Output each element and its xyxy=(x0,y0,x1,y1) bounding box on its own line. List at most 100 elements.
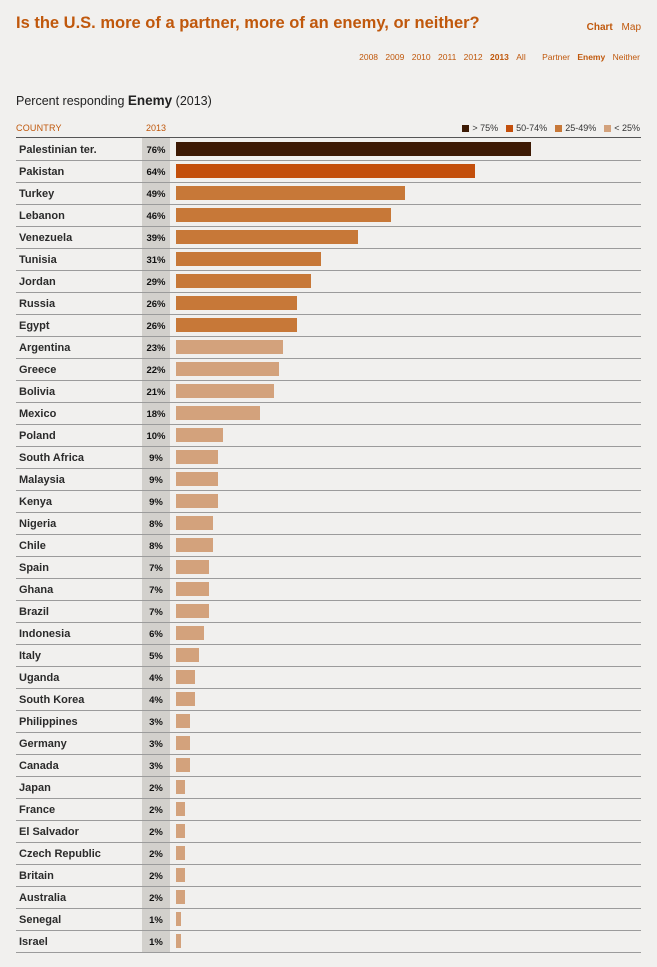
table-row[interactable]: Argentina 23% xyxy=(16,337,641,359)
bar[interactable] xyxy=(176,648,199,662)
bar[interactable] xyxy=(176,538,213,552)
table-row[interactable]: Mexico 18% xyxy=(16,403,641,425)
bar[interactable] xyxy=(176,494,218,508)
bar[interactable] xyxy=(176,868,185,882)
bar[interactable] xyxy=(176,604,209,618)
tab-chart[interactable]: Chart xyxy=(586,22,613,33)
country-column-header[interactable]: COUNTRY xyxy=(16,123,62,133)
table-row[interactable]: Turkey 49% xyxy=(16,183,641,205)
value-label: 29% xyxy=(146,277,166,288)
bar[interactable] xyxy=(176,142,531,156)
answer-partner-link[interactable]: Partner xyxy=(542,52,570,62)
table-row[interactable]: Malaysia 9% xyxy=(16,469,641,491)
bar[interactable] xyxy=(176,736,190,750)
table-row[interactable]: Palestinian ter. 76% xyxy=(16,139,641,161)
bar[interactable] xyxy=(176,824,185,838)
bar[interactable] xyxy=(176,714,190,728)
bar[interactable] xyxy=(176,802,185,816)
year-2012-link[interactable]: 2012 xyxy=(463,52,483,62)
legend-item: 50-74% xyxy=(506,123,547,133)
value-label: 3% xyxy=(149,717,163,728)
table-row[interactable]: Germany 3% xyxy=(16,733,641,755)
table-row[interactable]: Poland 10% xyxy=(16,425,641,447)
bar[interactable] xyxy=(176,670,195,684)
value-label: 76% xyxy=(146,145,166,156)
bar[interactable] xyxy=(176,230,358,244)
bar[interactable] xyxy=(176,186,405,200)
bar[interactable] xyxy=(176,758,190,772)
table-row[interactable]: Spain 7% xyxy=(16,557,641,579)
table-row[interactable]: Philippines 3% xyxy=(16,711,641,733)
year-2010-link[interactable]: 2010 xyxy=(411,52,431,62)
bar[interactable] xyxy=(176,912,181,926)
value-label: 2% xyxy=(149,871,163,882)
table-row[interactable]: Lebanon 46% xyxy=(16,205,641,227)
table-row[interactable]: Greece 22% xyxy=(16,359,641,381)
table-row[interactable]: Israel 1% xyxy=(16,931,641,953)
answer-enemy-link[interactable]: Enemy xyxy=(577,52,606,62)
table-row[interactable]: Russia 26% xyxy=(16,293,641,315)
country-label: Britain xyxy=(19,870,54,882)
table-row[interactable]: Kenya 9% xyxy=(16,491,641,513)
bar[interactable] xyxy=(176,450,218,464)
country-label: Brazil xyxy=(19,606,49,618)
bar[interactable] xyxy=(176,406,260,420)
bar[interactable] xyxy=(176,384,274,398)
bar[interactable] xyxy=(176,340,283,354)
table-row[interactable]: Tunisia 31% xyxy=(16,249,641,271)
bar[interactable] xyxy=(176,626,204,640)
year-2009-link[interactable]: 2009 xyxy=(385,52,405,62)
bar[interactable] xyxy=(176,516,213,530)
year-2011-link[interactable]: 2011 xyxy=(438,52,457,62)
table-row[interactable]: Japan 2% xyxy=(16,777,641,799)
bar[interactable] xyxy=(176,560,209,574)
year-all-link[interactable]: All xyxy=(516,52,526,62)
table-row[interactable]: South Korea 4% xyxy=(16,689,641,711)
table-row[interactable]: Bolivia 21% xyxy=(16,381,641,403)
table-row[interactable]: El Salvador 2% xyxy=(16,821,641,843)
table-row[interactable]: Brazil 7% xyxy=(16,601,641,623)
bar[interactable] xyxy=(176,692,195,706)
answer-neither-link[interactable]: Neither xyxy=(612,52,640,62)
table-row[interactable]: Jordan 29% xyxy=(16,271,641,293)
value-label: 6% xyxy=(149,629,163,640)
table-row[interactable]: Ghana 7% xyxy=(16,579,641,601)
value-label: 7% xyxy=(149,563,163,574)
bar[interactable] xyxy=(176,208,391,222)
bar[interactable] xyxy=(176,252,321,266)
year-2013-link[interactable]: 2013 xyxy=(489,52,509,62)
year-column-header[interactable]: 2013 xyxy=(145,123,167,133)
table-row[interactable]: Britain 2% xyxy=(16,865,641,887)
bar[interactable] xyxy=(176,890,185,904)
table-row[interactable]: Senegal 1% xyxy=(16,909,641,931)
table-row[interactable]: Pakistan 64% xyxy=(16,161,641,183)
table-row[interactable]: Nigeria 8% xyxy=(16,513,641,535)
table-row[interactable]: Czech Republic 2% xyxy=(16,843,641,865)
table-row[interactable]: Canada 3% xyxy=(16,755,641,777)
table-row[interactable]: Venezuela 39% xyxy=(16,227,641,249)
table-row[interactable]: Italy 5% xyxy=(16,645,641,667)
table-row[interactable]: Uganda 4% xyxy=(16,667,641,689)
chart-title: Is the U.S. more of a partner, more of a… xyxy=(16,14,480,32)
bar[interactable] xyxy=(176,164,475,178)
bar[interactable] xyxy=(176,296,297,310)
table-row[interactable]: Chile 8% xyxy=(16,535,641,557)
bar[interactable] xyxy=(176,582,209,596)
table-row[interactable]: Australia 2% xyxy=(16,887,641,909)
tab-map[interactable]: Map xyxy=(621,22,641,33)
table-row[interactable]: France 2% xyxy=(16,799,641,821)
bar[interactable] xyxy=(176,472,218,486)
bar[interactable] xyxy=(176,846,185,860)
table-row[interactable]: South Africa 9% xyxy=(16,447,641,469)
bar[interactable] xyxy=(176,780,185,794)
year-2008-link[interactable]: 2008 xyxy=(359,52,379,62)
table-row[interactable]: Indonesia 6% xyxy=(16,623,641,645)
country-label: Greece xyxy=(19,364,57,376)
bar[interactable] xyxy=(176,428,223,442)
bar[interactable] xyxy=(176,934,181,948)
bar[interactable] xyxy=(176,274,311,288)
bar[interactable] xyxy=(176,318,297,332)
value-label: 49% xyxy=(146,189,166,200)
table-row[interactable]: Egypt 26% xyxy=(16,315,641,337)
bar[interactable] xyxy=(176,362,279,376)
